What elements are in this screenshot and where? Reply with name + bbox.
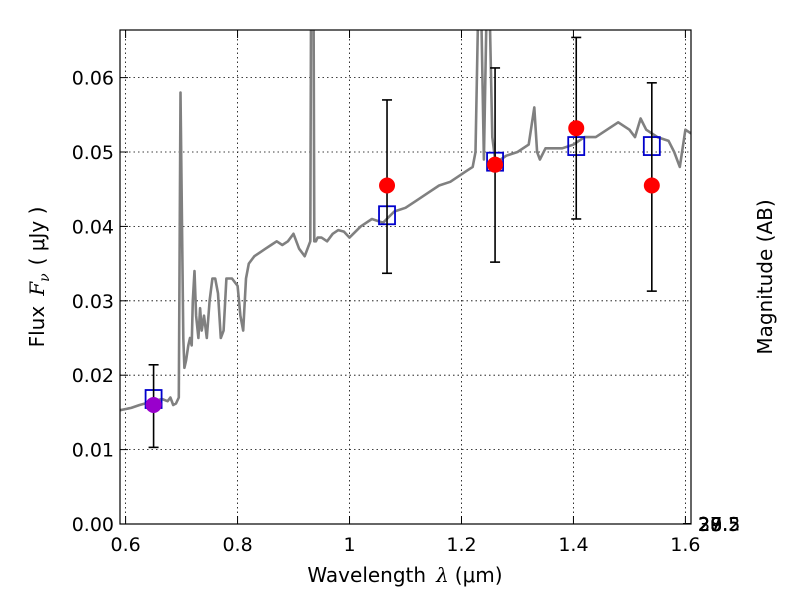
observed-flux-point (145, 396, 162, 413)
plot-series (120, 30, 691, 449)
y-axis-label-prefix: Flux (25, 306, 49, 348)
y2-tick-label: 27.2 (698, 514, 740, 536)
y-axis-label-symbol: F (25, 281, 49, 297)
x-tick-label: 1 (343, 534, 355, 556)
observed-flux-point (379, 177, 396, 194)
y2-tick-label: 27.5 (698, 514, 740, 536)
observed-flux-point (568, 120, 585, 137)
y-tick-label: 0.01 (72, 440, 114, 462)
x-tick-label: 0.6 (110, 534, 140, 556)
y-tick-label: 0.03 (72, 291, 114, 313)
x-axis-label-unit: (μm) (455, 563, 503, 587)
x-tick-label: 1.6 (670, 534, 700, 556)
y-tick-label: 0.00 (72, 514, 114, 536)
x-tick-label: 0.8 (222, 534, 252, 556)
axis-ticks: 0.6 0.8 1 1.2 1.4 1.6 0.00 0.01 0.02 0.03 0.04 0.05… (72, 30, 740, 556)
x-axis-label: Wavelength λ (μm) (307, 563, 502, 587)
y-tick-label: 0.02 (72, 365, 114, 387)
y2-tick-label: 28 (698, 514, 722, 536)
x-axis-label-symbol: λ (435, 563, 449, 587)
y2-tick-label: 28.5 (698, 514, 740, 536)
y-axis-label: Flux Fν ( μJy ) (25, 207, 53, 348)
x-tick-label: 1.4 (558, 534, 588, 556)
y-tick-label: 0.05 (72, 142, 114, 164)
y-tick-label: 0.04 (72, 216, 114, 238)
observed-flux-point (487, 156, 504, 173)
y2-tick-label: 30 (698, 514, 722, 536)
grid-lines (120, 30, 691, 525)
spectrum-line (120, 30, 691, 412)
y2-tick-label: 27 (698, 514, 722, 536)
y2-axis-label: Magnitude (AB) (753, 199, 777, 354)
y-axis-label-subscript: ν (37, 273, 53, 282)
y-tick-label: 0.06 (72, 68, 114, 90)
y-axis-label-unit: ( μJy ) (25, 207, 49, 266)
y2-tick-label: 29 (698, 514, 722, 536)
x-axis-label-prefix: Wavelength (307, 563, 426, 587)
plot-frame (119, 29, 692, 525)
observed-flux-point (643, 177, 660, 194)
x-tick-label: 1.2 (446, 534, 476, 556)
